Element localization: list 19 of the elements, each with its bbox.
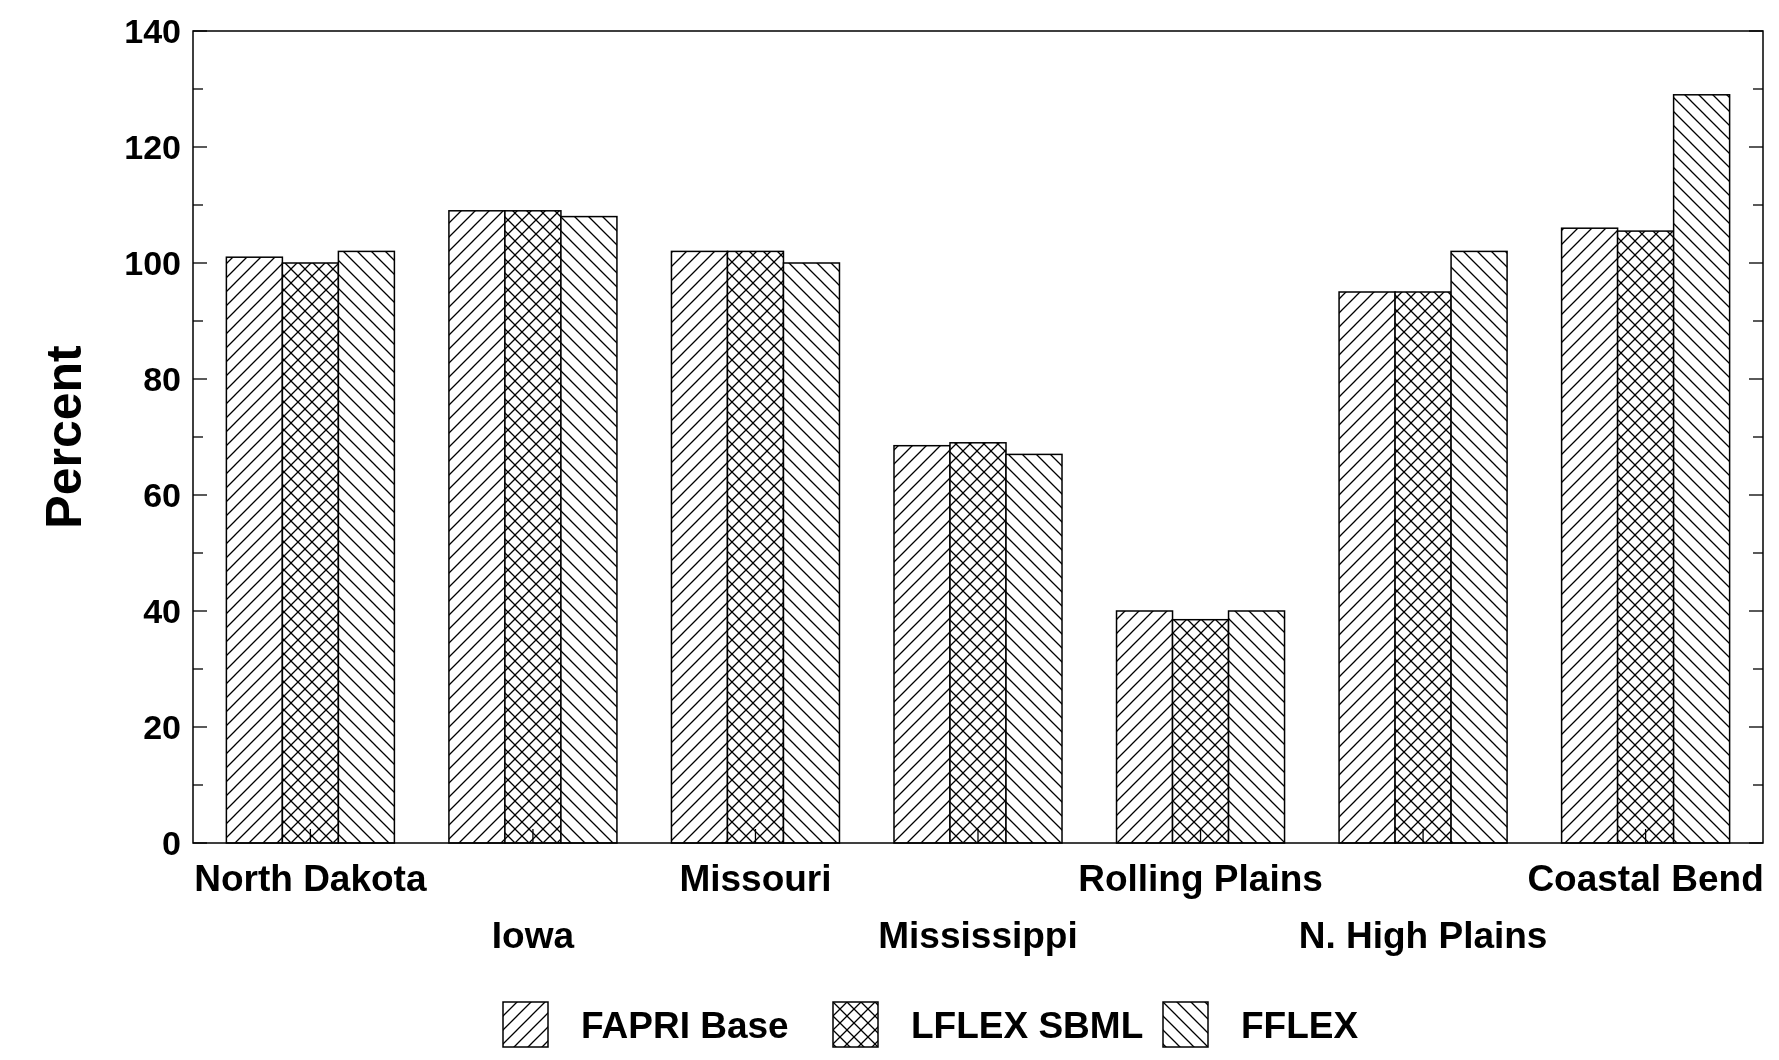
x-tick-label: Mississippi: [878, 915, 1078, 956]
y-tick-label: 60: [143, 475, 181, 514]
x-tick-label: North Dakota: [194, 858, 427, 899]
y-tick-label: 40: [143, 591, 181, 630]
legend-label: FAPRI Base: [581, 1004, 789, 1046]
y-tick-label: 80: [143, 359, 181, 398]
legend-label: FFLEX: [1241, 1004, 1359, 1046]
x-tick-label: Iowa: [491, 915, 575, 956]
x-tick-label: N. High Plains: [1298, 915, 1548, 956]
y-tick-label: 20: [143, 707, 181, 746]
y-tick-label: 140: [124, 11, 181, 50]
y-tick-label: 100: [124, 243, 181, 282]
x-tick-label: Rolling Plains: [1078, 858, 1323, 899]
legend-label: LFLEX SBML: [911, 1004, 1144, 1046]
y-tick-label: 120: [124, 127, 181, 166]
x-tick-label: Missouri: [679, 858, 832, 899]
x-tick-label: Coastal Bend: [1527, 858, 1764, 899]
y-axis-title: Percent: [35, 344, 92, 529]
y-tick-label: 0: [162, 823, 181, 862]
